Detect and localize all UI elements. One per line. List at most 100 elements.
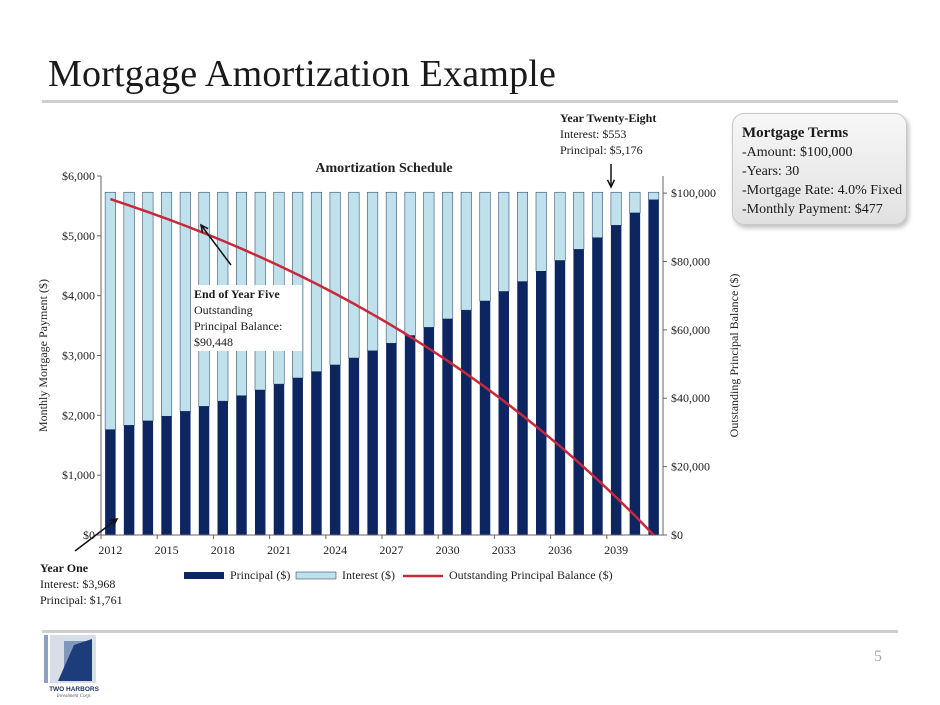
arrow-year-five-head bbox=[199, 223, 209, 233]
principal-bar bbox=[198, 406, 210, 535]
arrow-year-one-shaft bbox=[74, 518, 118, 552]
interest-bar bbox=[498, 191, 510, 292]
interest-bar bbox=[442, 191, 454, 320]
interest-bar bbox=[385, 191, 397, 344]
interest-bar bbox=[554, 191, 566, 261]
x-tick-label: 2036 bbox=[548, 543, 572, 557]
principal-bar bbox=[517, 281, 528, 535]
mortgage-terms-line: -Years: 30 bbox=[742, 164, 800, 179]
y-axis-label: Monthly Mortgage Payment ($) bbox=[36, 279, 50, 432]
x-tick-label: 2030 bbox=[436, 543, 460, 557]
y2-tick-label: $100,000 bbox=[671, 186, 716, 200]
annotation-year-five-line: Outstanding bbox=[194, 303, 253, 317]
annotation-year-five-title: End of Year Five bbox=[194, 287, 280, 301]
interest-bar bbox=[517, 191, 528, 282]
interest-bar bbox=[610, 191, 622, 226]
footer-divider bbox=[42, 630, 898, 633]
interest-bar bbox=[460, 191, 472, 311]
interest-bar bbox=[104, 191, 116, 430]
legend-label-balance: Outstanding Principal Balance ($) bbox=[449, 568, 613, 582]
annotation-year-28-title: Year Twenty-Eight bbox=[560, 111, 657, 125]
principal-bar bbox=[461, 310, 472, 535]
principal-bar bbox=[479, 300, 491, 535]
principal-bar bbox=[554, 260, 566, 535]
y-tick-label: $5,000 bbox=[62, 229, 95, 243]
x-tick-label: 2039 bbox=[604, 543, 628, 557]
interest-bar bbox=[423, 191, 435, 328]
interest-bar bbox=[329, 191, 341, 366]
two-harbors-logo-icon bbox=[44, 635, 96, 683]
principal-bar bbox=[386, 343, 397, 535]
principal-bar bbox=[329, 364, 341, 535]
mortgage-terms-line: -Mortgage Rate: 4.0% Fixed bbox=[742, 183, 903, 198]
y-tick-label: $1,000 bbox=[62, 468, 95, 482]
arrow-year-five-shaft bbox=[200, 224, 232, 266]
y-tick-label: $4,000 bbox=[62, 289, 95, 303]
x-tick-label: 2012 bbox=[98, 543, 122, 557]
interest-bar bbox=[648, 191, 660, 201]
annotation-year-one-title: Year One bbox=[40, 561, 89, 575]
interest-bar bbox=[161, 191, 173, 417]
amortization-chart: $0$1,000$2,000$3,000$4,000$5,000$6,000$0… bbox=[36, 161, 741, 582]
y2-tick-label: $40,000 bbox=[671, 391, 710, 405]
legend-label-principal: Principal ($) bbox=[230, 568, 290, 582]
interest-bar bbox=[629, 191, 641, 214]
principal-bar bbox=[592, 237, 603, 535]
company-logo: TWO HARBORS Investment Corp. bbox=[44, 635, 99, 703]
principal-bar bbox=[123, 425, 135, 535]
x-tick-label: 2027 bbox=[379, 543, 403, 557]
annotation-year-one-line: Principal: $1,761 bbox=[40, 593, 123, 607]
principal-bar bbox=[292, 378, 303, 535]
annotation-year-one-line: Interest: $3,968 bbox=[40, 577, 116, 591]
interest-bar bbox=[123, 191, 135, 426]
y-tick-label: $3,000 bbox=[62, 349, 95, 363]
principal-bar bbox=[180, 411, 191, 535]
x-tick-label: 2024 bbox=[323, 543, 347, 557]
y2-tick-label: $0 bbox=[671, 528, 683, 542]
principal-bar bbox=[648, 199, 659, 535]
legend-swatch-principal bbox=[184, 572, 224, 579]
annotation-year-twenty-eight: Year Twenty-Eight Interest: $553 Princip… bbox=[560, 110, 656, 158]
principal-bar bbox=[442, 318, 453, 535]
x-tick-label: 2033 bbox=[492, 543, 516, 557]
principal-bar bbox=[105, 429, 116, 535]
principal-bar bbox=[348, 358, 360, 535]
logo-subtitle: Investment Corp. bbox=[56, 694, 92, 699]
y2-tick-label: $60,000 bbox=[671, 323, 710, 337]
principal-bar bbox=[573, 249, 584, 536]
y2-axis-label: Outstanding Principal Balance ($) bbox=[727, 274, 741, 438]
principal-bar bbox=[142, 420, 154, 535]
principal-bar bbox=[423, 327, 435, 535]
principal-bar bbox=[217, 401, 229, 535]
principal-bar bbox=[161, 416, 172, 535]
balance-line bbox=[109, 197, 655, 536]
interest-bar bbox=[142, 191, 154, 422]
mortgage-terms-title: Mortgage Terms bbox=[742, 125, 849, 141]
mortgage-terms-box: Mortgage Terms -Amount: $100,000 -Years:… bbox=[732, 113, 907, 225]
interest-bar bbox=[404, 191, 416, 336]
principal-bar bbox=[254, 390, 266, 535]
annotation-year-five-line: $90,448 bbox=[194, 335, 233, 349]
arrow-year-one-head bbox=[109, 517, 119, 527]
principal-bar bbox=[610, 225, 622, 536]
principal-bar bbox=[311, 371, 322, 535]
interest-bar bbox=[367, 191, 379, 352]
page-title: Mortgage Amortization Example bbox=[48, 53, 557, 95]
y2-tick-label: $20,000 bbox=[671, 460, 710, 474]
annotation-year-five-line: Principal Balance: bbox=[194, 319, 283, 333]
interest-bar bbox=[591, 191, 603, 238]
principal-bar bbox=[367, 350, 378, 535]
page-number: 5 bbox=[874, 648, 882, 665]
principal-bar bbox=[236, 395, 247, 535]
interest-bar bbox=[573, 191, 585, 250]
annotation-year-28-line: Principal: $5,176 bbox=[560, 143, 643, 157]
y-tick-label: $6,000 bbox=[62, 169, 95, 183]
arrow-year-twenty-eight-head bbox=[606, 179, 616, 189]
interest-bar bbox=[535, 191, 547, 272]
x-tick-label: 2018 bbox=[211, 543, 235, 557]
logo-name: TWO HARBORS bbox=[49, 686, 99, 693]
y2-tick-label: $80,000 bbox=[671, 254, 710, 268]
annotation-year-five: End of Year Five Outstanding Principal B… bbox=[192, 285, 302, 351]
principal-bar bbox=[535, 271, 547, 535]
x-tick-label: 2015 bbox=[155, 543, 179, 557]
